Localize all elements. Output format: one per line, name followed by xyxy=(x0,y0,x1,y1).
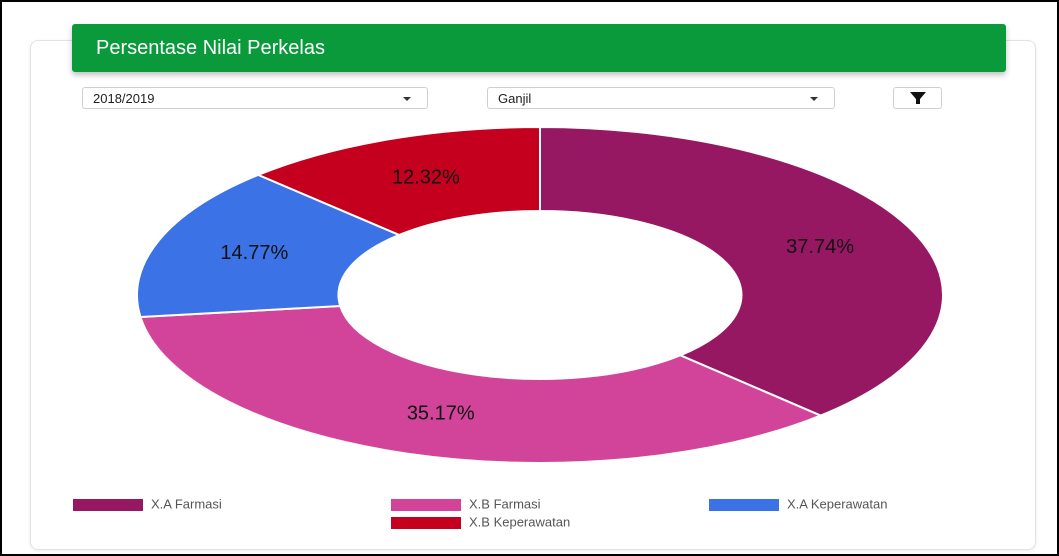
legend-swatch xyxy=(73,499,143,511)
slice-label: 12.32% xyxy=(392,167,460,189)
caret xyxy=(403,97,411,101)
semester-select[interactable]: Ganjil xyxy=(487,87,835,109)
legend-swatch xyxy=(709,499,779,511)
legend-swatch xyxy=(391,499,461,511)
semester-value: Ganjil xyxy=(498,91,532,106)
slice xyxy=(139,304,824,464)
slice-label: 35.17% xyxy=(407,402,475,424)
year-value: 2018/2019 xyxy=(93,91,155,106)
filter-icon xyxy=(910,92,926,104)
legend-label: X.A Keperawatan xyxy=(787,496,887,511)
filter-button[interactable] xyxy=(893,87,942,109)
card-header: Persentase Nilai Perkelas xyxy=(72,24,1006,72)
caret xyxy=(810,97,818,101)
slice xyxy=(539,125,944,417)
legend-label: X.A Farmasi xyxy=(151,496,222,511)
slice xyxy=(136,173,402,319)
slice-label: 14.77% xyxy=(220,242,288,264)
legend-label: X.B Farmasi xyxy=(469,496,541,511)
legend-label: X.B Keperawatan xyxy=(469,514,570,529)
legend-swatch xyxy=(391,517,461,529)
slice-label: 37.74% xyxy=(786,236,854,258)
year-select[interactable]: 2018/2019 xyxy=(82,87,428,109)
slice xyxy=(255,125,541,237)
